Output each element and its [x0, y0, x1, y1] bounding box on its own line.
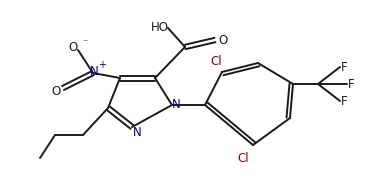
Text: N: N: [132, 126, 141, 139]
Text: O: O: [69, 41, 78, 54]
Text: ⁻: ⁻: [82, 38, 87, 48]
Text: HO: HO: [151, 20, 169, 33]
Text: O: O: [218, 33, 228, 46]
Text: N: N: [90, 65, 99, 78]
Text: Cl: Cl: [237, 152, 249, 164]
Text: F: F: [341, 94, 347, 108]
Text: F: F: [348, 78, 354, 91]
Text: N: N: [172, 97, 181, 110]
Text: Cl: Cl: [210, 54, 222, 68]
Text: +: +: [98, 60, 106, 70]
Text: O: O: [51, 84, 60, 97]
Text: F: F: [341, 60, 347, 73]
